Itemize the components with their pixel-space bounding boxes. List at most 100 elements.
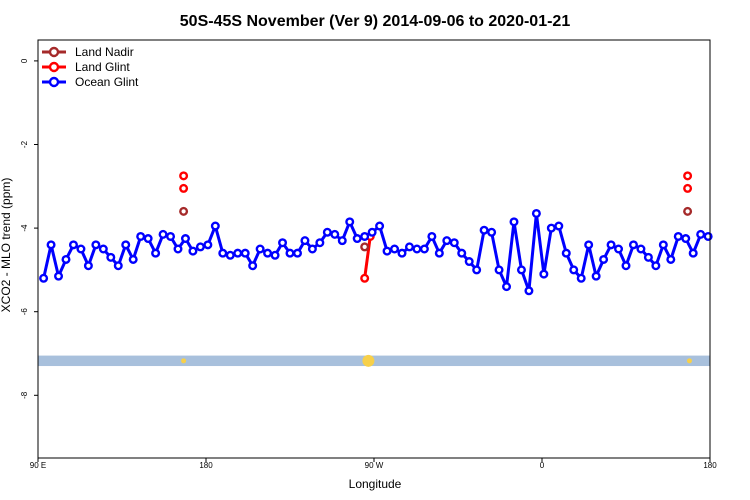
data-point-ocean-glint [584,240,594,250]
data-point-ocean-glint [367,227,377,237]
data-point-ocean-glint [39,273,49,283]
data-point-ocean-glint [427,231,437,241]
data-point-land-glint [179,183,189,193]
data-point-ocean-glint [442,236,452,246]
data-point-ocean-glint [113,261,123,271]
data-point-ocean-glint [531,208,541,218]
x-axis-label: Longitude [349,477,402,491]
data-point-ocean-glint [83,261,93,271]
data-point-ocean-glint [300,236,310,246]
data-point-ocean-glint [143,234,153,244]
legend-marker-ocean-glint [48,76,60,88]
data-point-ocean-glint [54,271,64,281]
data-point-ocean-glint [352,234,362,244]
data-point-ocean-glint [591,271,601,281]
x-tick-label: 180 [703,461,717,470]
data-point-ocean-glint [382,246,392,256]
data-point-ocean-glint [412,244,422,254]
data-point-ocean-glint [419,244,429,254]
data-point-ocean-glint [509,217,519,227]
data-point-ocean-glint [636,244,646,254]
data-point-ocean-glint [569,265,579,275]
data-point-land-nadir [683,206,693,216]
data-point-ocean-glint [166,231,176,241]
data-point-ocean-glint [255,244,265,254]
land-band [38,354,710,367]
data-point-ocean-glint [434,248,444,258]
data-point-ocean-glint [487,227,497,237]
data-point-ocean-glint [240,248,250,258]
data-point-ocean-glint [106,252,116,262]
data-point-land-nadir [360,242,370,252]
series-points [39,171,713,296]
data-point-ocean-glint [628,240,638,250]
data-point-land-glint [360,273,370,283]
data-point-ocean-glint [203,240,213,250]
data-point-ocean-glint [614,244,624,254]
data-point-ocean-glint [180,234,190,244]
data-point-ocean-glint [195,242,205,252]
data-point-ocean-glint [375,221,385,231]
data-point-ocean-glint [539,269,549,279]
legend-label-land-nadir: Land Nadir [75,45,134,59]
data-point-ocean-glint [658,240,668,250]
data-point-ocean-glint [502,282,512,292]
data-point-ocean-glint [673,231,683,241]
y-tick-label: -6 [20,308,29,316]
legend-marker-land-nadir [48,46,60,58]
data-point-ocean-glint [151,248,161,258]
data-point-ocean-glint [330,229,340,239]
data-point-ocean-glint [449,238,459,248]
data-point-land-glint [683,171,693,181]
data-point-ocean-glint [599,254,609,264]
series-line-land-glint [363,236,372,279]
data-point-ocean-glint [285,248,295,258]
data-point-ocean-glint [91,240,101,250]
data-point-ocean-glint [128,254,138,264]
legend-marker-land-glint [48,61,60,73]
data-point-ocean-glint [397,248,407,258]
data-point-ocean-glint [278,238,288,248]
data-point-ocean-glint [225,250,235,260]
data-point-ocean-glint [233,248,243,258]
y-tick-label: -4 [20,224,29,232]
data-point-ocean-glint [479,225,489,235]
data-point-ocean-glint [524,286,534,296]
y-axis-ticks: 0 -2 -4 -6 -8 [20,58,38,399]
data-point-ocean-glint [554,221,564,231]
data-point-ocean-glint [576,273,586,283]
data-point-ocean-glint [621,261,631,271]
data-point-ocean-glint [516,265,526,275]
legend-label-land-glint: Land Glint [75,60,130,74]
x-axis-ticks: 90 E 180 90 W 0 180 [30,458,717,470]
data-point-ocean-glint [651,261,661,271]
data-point-ocean-glint [292,248,302,258]
data-point-land-nadir [179,206,189,216]
data-point-ocean-glint [472,265,482,275]
data-point-ocean-glint [98,244,108,254]
data-point-ocean-glint [404,242,414,252]
y-tick-label: -2 [20,140,29,148]
legend-label-ocean-glint: Ocean Glint [75,75,139,89]
data-point-ocean-glint [248,261,258,271]
data-point-ocean-glint [173,244,183,254]
data-point-ocean-glint [322,227,332,237]
data-point-ocean-glint [494,265,504,275]
y-tick-label: 0 [20,58,29,63]
data-point-ocean-glint [218,248,228,258]
data-point-ocean-glint [681,234,691,244]
data-point-ocean-glint [561,248,571,258]
y-tick-label: -8 [20,391,29,399]
y-axis-label: XCO2 - MLO trend (ppm) [0,178,13,313]
data-point-ocean-glint [270,250,280,260]
data-point-ocean-glint [360,231,370,241]
data-point-ocean-glint [263,248,273,258]
data-point-ocean-glint [188,246,198,256]
data-point-land-glint [179,171,189,181]
data-point-ocean-glint [345,217,355,227]
land-band-marker [362,354,375,367]
data-point-ocean-glint [46,240,56,250]
x-tick-label: 180 [199,461,213,470]
data-point-land-glint [683,183,693,193]
